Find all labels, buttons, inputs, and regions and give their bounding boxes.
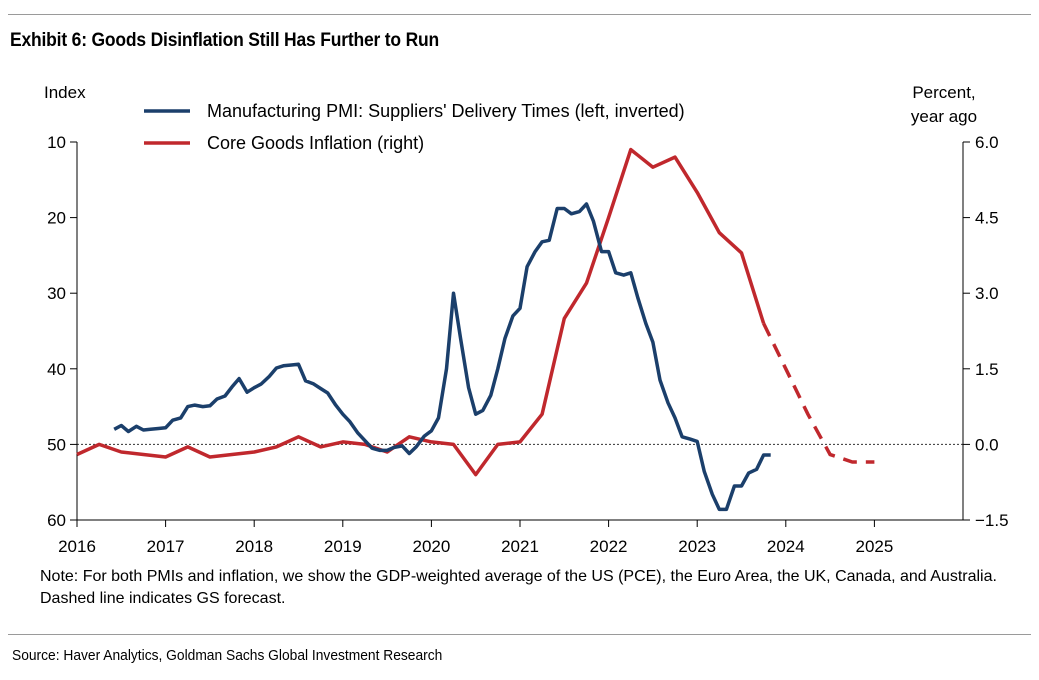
right-axis-title-line1: Percent, [912, 83, 975, 102]
x-tick-label: 2020 [412, 537, 450, 556]
exhibit-title: Exhibit 6: Goods Disinflation Still Has … [10, 30, 440, 51]
left-tick-label: 40 [47, 360, 66, 379]
x-tick-label: 2025 [855, 537, 893, 556]
x-tick-label: 2017 [147, 537, 185, 556]
chart-note: Note: For both PMIs and inflation, we sh… [40, 568, 997, 607]
right-axis-title-line2: year ago [911, 107, 977, 126]
x-tick-label: 2022 [590, 537, 628, 556]
left-tick-label: 10 [47, 133, 66, 152]
right-tick-label: 6.0 [975, 133, 999, 152]
x-tick-label: 2023 [678, 537, 716, 556]
left-tick-label: 50 [47, 435, 66, 454]
x-tick-label: 2019 [324, 537, 362, 556]
x-tick-label: 2024 [767, 537, 805, 556]
legend-label-pmi: Manufacturing PMI: Suppliers' Delivery T… [207, 101, 685, 121]
x-tick-label: 2016 [58, 537, 96, 556]
pmi-delivery-times-line [113, 202, 771, 512]
x-tick-label: 2018 [235, 537, 273, 556]
left-tick-label: 30 [47, 284, 66, 303]
chart: 10 20 30 40 50 60 6.0 4.5 3.0 1.5 0.0 −1.5 2016 2017 2… [44, 83, 1009, 556]
right-tick-label: 1.5 [975, 360, 999, 379]
left-axis-title: Index [44, 83, 86, 102]
left-tick-label: 20 [47, 209, 66, 228]
bottom-rule [8, 634, 1031, 635]
core-goods-forecast-line [762, 322, 875, 464]
right-tick-label: −1.5 [975, 511, 1009, 530]
legend: Manufacturing PMI: Suppliers' Delivery T… [144, 101, 685, 153]
top-rule [8, 14, 1031, 15]
core-goods-inflation-line [76, 147, 766, 477]
x-tick-label: 2021 [501, 537, 539, 556]
left-tick-label: 60 [47, 511, 66, 530]
legend-label-core-goods: Core Goods Inflation (right) [207, 133, 424, 153]
source-line: Source: Haver Analytics, Goldman Sachs G… [12, 647, 443, 664]
right-tick-label: 4.5 [975, 209, 999, 228]
right-tick-label: 0.0 [975, 435, 999, 454]
right-tick-label: 3.0 [975, 284, 999, 303]
